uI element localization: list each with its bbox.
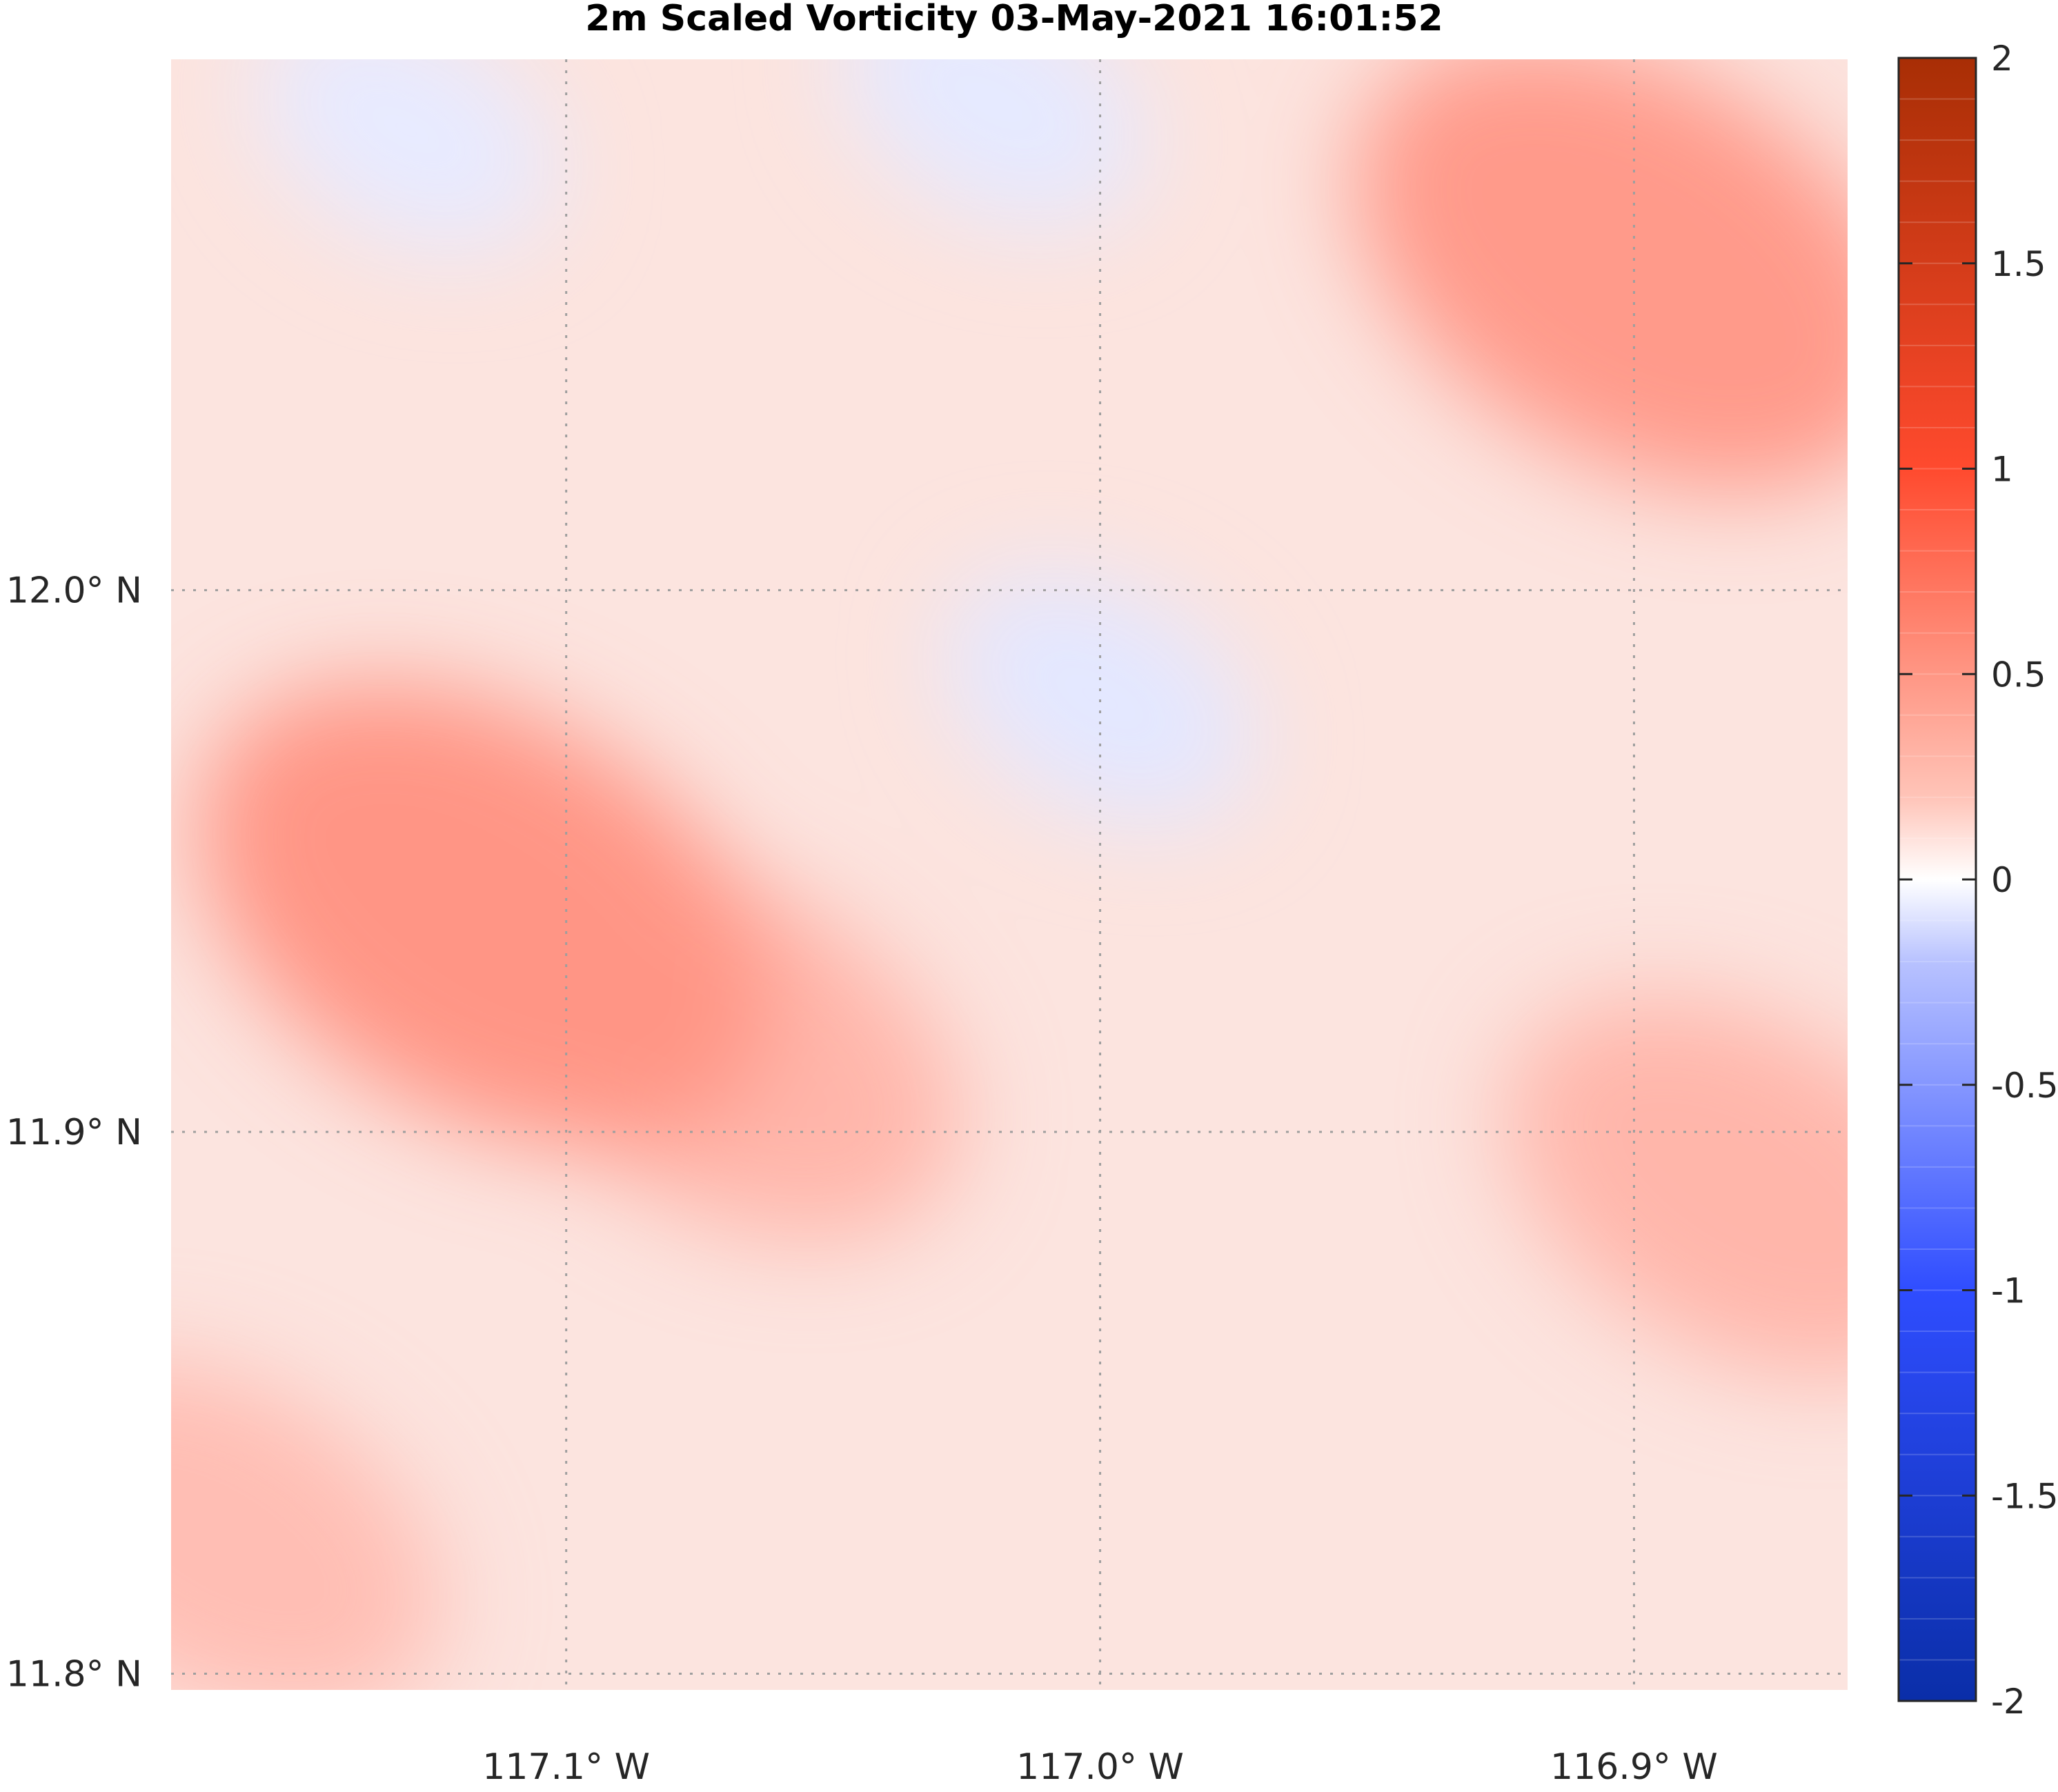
field-feature-negative-2: [944, 572, 1256, 826]
colorbar-level-lines: [1899, 98, 1976, 1661]
colorbar-tick-label-8: -2: [1991, 1682, 2026, 1722]
x-tick-label-2: 116.9° W: [1550, 1746, 1718, 1788]
colorbar-tick-label-0: 2: [1991, 39, 2013, 79]
x-tick-label-1: 117.0° W: [1016, 1746, 1184, 1788]
x-tick-labels: 117.1° W 117.0° W 116.9° W: [482, 1746, 1718, 1788]
colorbar-tick-label-6: -1: [1991, 1271, 2026, 1311]
y-tick-label-0: 12.0° N: [6, 570, 142, 612]
field-feature-negative-0: [256, 59, 556, 252]
colorbar-ticks: 2 1.5 1 0.5 0 -0.5 -1 -1.5 -2: [1899, 39, 2058, 1722]
colorbar-tick-label-4: 0: [1991, 860, 2013, 900]
colorbar-tick-label-3: 0.5: [1991, 655, 2046, 695]
y-tick-labels: 12.0° N 11.9° N 11.8° N: [6, 570, 142, 1695]
field-feature-positive-6: [1353, 59, 1848, 492]
field-feature-positive-3: [171, 1358, 442, 1690]
colorbar-tick-label-7: -1.5: [1991, 1476, 2058, 1516]
chart-title: 2m Scaled Vorticity 03-May-2021 16:01:52: [585, 0, 1443, 39]
field-feature-positive-7: [197, 682, 775, 1148]
y-tick-label-2: 11.8° N: [6, 1653, 142, 1695]
y-tick-label-1: 11.9° N: [6, 1112, 142, 1153]
colorbar-tick-label-1: 1.5: [1991, 244, 2046, 284]
field-feature-positive-5: [1505, 995, 1848, 1377]
colorbar-tick-label-5: -0.5: [1991, 1066, 2058, 1106]
field-feature-negative-1: [840, 59, 1146, 228]
grid-lines: [171, 59, 1848, 1690]
colorbar-tick-label-2: 1: [1991, 450, 2013, 490]
colorbar: 2 1.5 1 0.5 0 -0.5 -1 -1.5 -2: [1897, 39, 2058, 1722]
x-tick-label-0: 117.1° W: [482, 1746, 650, 1788]
